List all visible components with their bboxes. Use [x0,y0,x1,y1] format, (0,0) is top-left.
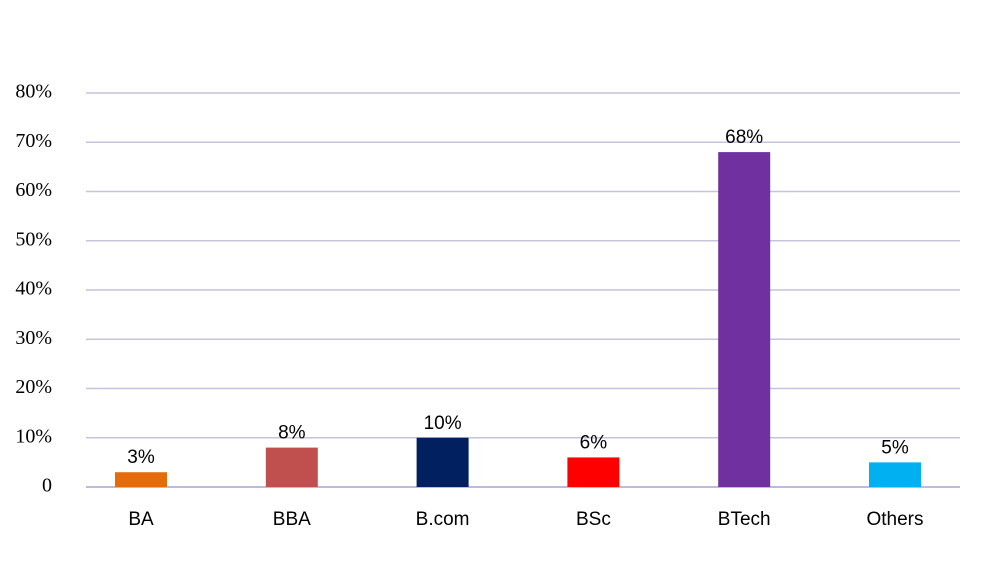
value-label: 5% [881,437,909,458]
bar [115,472,167,487]
bar [416,437,469,487]
x-tick-label: BBA [273,509,311,530]
bar [265,447,318,487]
value-label: 68% [725,127,763,148]
bar [718,152,771,487]
x-tick-label: BA [128,509,154,530]
y-tick-label: 40% [15,278,52,300]
y-tick-label: 20% [15,376,52,398]
y-tick-label: 80% [15,81,52,103]
y-tick-label: 50% [15,228,52,250]
x-tick-label: Others [866,509,923,530]
y-tick-label: 60% [15,179,52,201]
value-label: 10% [424,413,462,434]
y-tick-label: 0 [42,475,52,497]
x-tick-label: B.com [416,509,470,530]
y-tick-label: 30% [15,327,52,349]
y-tick-label: 70% [15,130,52,152]
x-tick-label: BTech [718,509,771,530]
y-tick-label: 10% [15,425,52,447]
bar [567,457,620,487]
value-label: 8% [278,423,306,444]
value-label: 6% [580,432,608,453]
x-tick-label: BSc [576,509,611,530]
bar [869,462,921,487]
value-label: 3% [127,447,155,468]
